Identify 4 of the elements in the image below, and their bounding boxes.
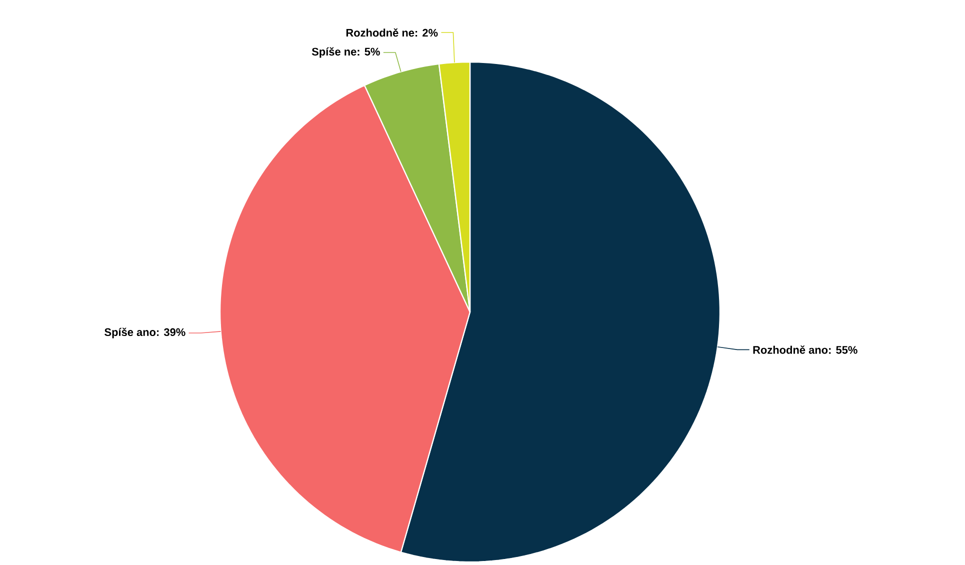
data-label: Spíše ne: 5% — [312, 47, 380, 58]
data-label: Spíše ano: 39% — [104, 328, 186, 338]
data-label: Rozhodně ne: 2% — [346, 28, 438, 37]
data-label: Rozhodně ano: 55% — [753, 346, 858, 354]
